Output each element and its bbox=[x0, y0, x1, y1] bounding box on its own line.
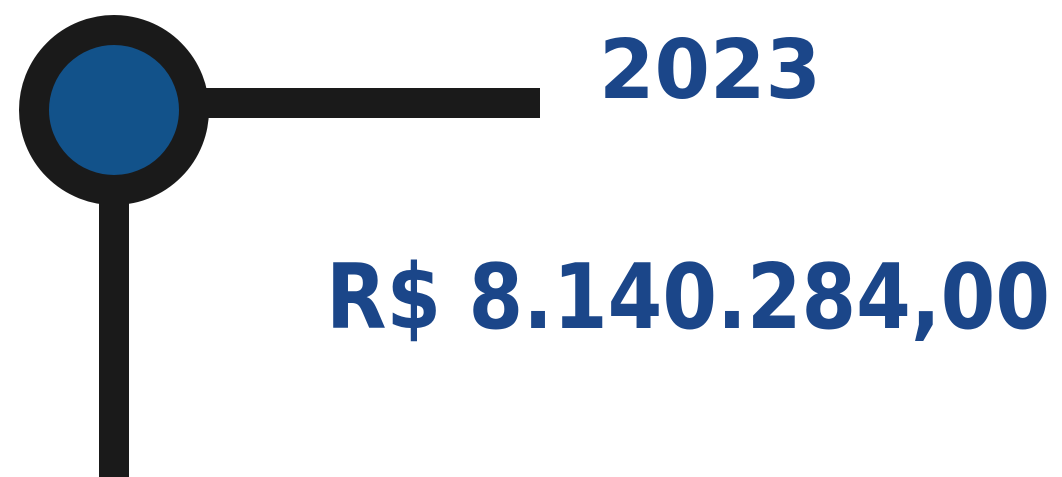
vertical-connector bbox=[99, 160, 129, 477]
year-label: 2023 bbox=[599, 23, 821, 118]
horizontal-connector bbox=[150, 88, 540, 118]
amount-label: R$ 8.140.284,00 bbox=[326, 245, 1050, 350]
timeline-node bbox=[19, 15, 209, 205]
